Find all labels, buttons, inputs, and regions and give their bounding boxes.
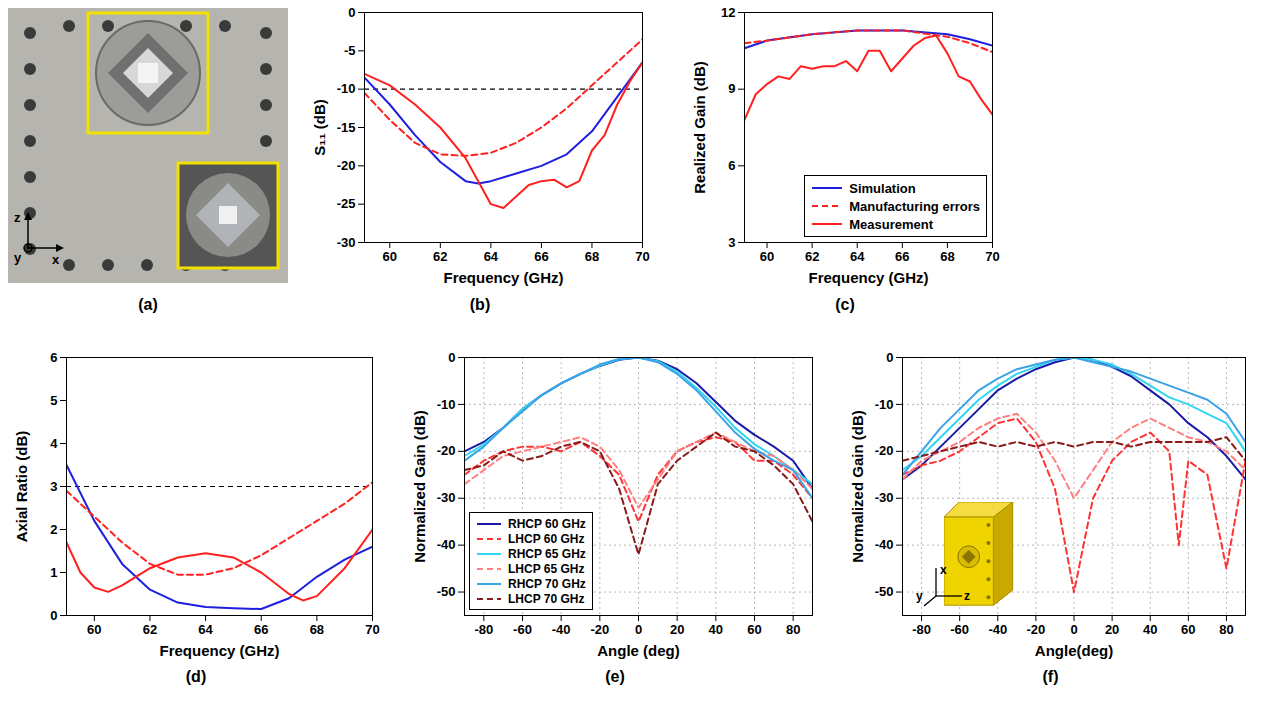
html-text:(e): (e) [605,668,625,685]
html-text:Measurement: Measurement [849,216,934,232]
svg-text:68: 68 [940,249,954,264]
svg-text:60: 60 [760,249,774,264]
svg-text:1: 1 [50,565,57,580]
svg-text:80: 80 [1219,622,1233,637]
html-text:(a): (a) [138,296,158,313]
svg-text:-30: -30 [437,490,456,505]
svg-text:60: 60 [1181,622,1195,637]
svg-text:-80: -80 [912,622,931,637]
svg-text:Frequency (GHz): Frequency (GHz) [443,269,563,286]
svg-text:x: x [940,563,947,577]
svg-text:40: 40 [1143,622,1157,637]
svg-text:-40: -40 [552,622,571,637]
svg-text:9: 9 [728,81,735,96]
svg-text:70: 70 [635,249,649,264]
svg-text:66: 66 [534,249,548,264]
svg-text:3: 3 [728,235,735,250]
svg-text:-20: -20 [875,443,894,458]
svg-text:3: 3 [50,479,57,494]
svg-text:62: 62 [143,622,157,637]
svg-text:-20: -20 [1026,622,1045,637]
svg-text:-20: -20 [337,158,356,173]
svg-text:20: 20 [1105,622,1119,637]
svg-text:62: 62 [433,249,447,264]
html-text:(d): (d) [185,668,207,685]
svg-text:5: 5 [50,393,57,408]
svg-text:6: 6 [728,158,735,173]
svg-text:6: 6 [50,350,57,365]
svg-text:68: 68 [585,249,599,264]
svg-text:-50: -50 [437,584,456,599]
svg-text:-80: -80 [474,622,493,637]
html-text:(b): (b) [469,296,491,313]
svg-text:80: 80 [786,622,800,637]
svg-text:y: y [916,589,923,603]
svg-text:70: 70 [365,622,379,637]
svg-text:Angle(deg): Angle(deg) [1035,642,1113,659]
svg-text:Normalized Gain (dB): Normalized Gain (dB) [849,410,866,563]
svg-text:-20: -20 [590,622,609,637]
svg-text:-30: -30 [337,235,356,250]
svg-text:2: 2 [50,522,57,537]
svg-text:-10: -10 [875,397,894,412]
svg-text:0: 0 [886,350,893,365]
svg-text:4: 4 [50,436,58,451]
svg-text:-40: -40 [875,537,894,552]
html-text:LHCP 70 GHz: LHCP 70 GHz [508,591,585,606]
html-text:(f): (f) [1042,668,1059,685]
svg-text:-60: -60 [513,622,532,637]
svg-text:12: 12 [721,5,735,20]
svg-text:66: 66 [895,249,909,264]
svg-text:-10: -10 [437,397,456,412]
svg-text:62: 62 [805,249,819,264]
svg-text:x: x [52,252,60,267]
svg-text:64: 64 [484,249,499,264]
svg-text:S₁₁ (dB): S₁₁ (dB) [311,99,328,156]
svg-text:z: z [14,210,21,225]
html-text:LHCP 65 GHz: LHCP 65 GHz [508,561,585,576]
svg-text:-5: -5 [344,43,356,58]
html-text:Simulation: Simulation [849,180,916,196]
svg-text:70: 70 [985,249,999,264]
svg-text:60: 60 [383,249,397,264]
svg-text:0: 0 [348,5,355,20]
svg-text:-30: -30 [875,490,894,505]
svg-text:20: 20 [670,622,684,637]
svg-text:-10: -10 [337,81,356,96]
svg-text:64: 64 [198,622,213,637]
svg-text:Angle (deg): Angle (deg) [597,642,680,659]
svg-text:40: 40 [709,622,723,637]
html-text:LHCP 60 GHz: LHCP 60 GHz [508,531,585,546]
svg-text:y: y [14,250,22,265]
svg-text:0: 0 [50,608,57,623]
svg-text:68: 68 [310,622,324,637]
svg-text:-25: -25 [337,196,356,211]
html-text:Manufacturing errors: Manufacturing errors [849,198,980,214]
html-text:(c): (c) [835,296,855,313]
svg-text:Realized Gain (dB): Realized Gain (dB) [691,61,708,194]
svg-text:-40: -40 [437,537,456,552]
svg-text:-15: -15 [337,120,356,135]
svg-text:60: 60 [747,622,761,637]
html-text:RHCP 60 GHz: RHCP 60 GHz [508,516,586,531]
svg-text:z: z [964,589,970,603]
svg-text:Normalized Gain (dB): Normalized Gain (dB) [411,410,428,563]
svg-text:-60: -60 [950,622,969,637]
html-text:RHCP 70 GHz: RHCP 70 GHz [508,576,586,591]
svg-text:66: 66 [254,622,268,637]
svg-text:-40: -40 [988,622,1007,637]
html-text:RHCP 65 GHz: RHCP 65 GHz [508,546,586,561]
svg-text:Frequency (GHz): Frequency (GHz) [808,269,928,286]
svg-text:Axial Ratio (dB): Axial Ratio (dB) [13,431,30,543]
svg-text:-20: -20 [437,443,456,458]
svg-text:0: 0 [635,622,642,637]
svg-text:64: 64 [850,249,865,264]
svg-text:-50: -50 [875,584,894,599]
svg-text:Frequency (GHz): Frequency (GHz) [159,642,279,659]
svg-text:0: 0 [1070,622,1077,637]
svg-text:60: 60 [87,622,101,637]
svg-text:0: 0 [448,350,455,365]
